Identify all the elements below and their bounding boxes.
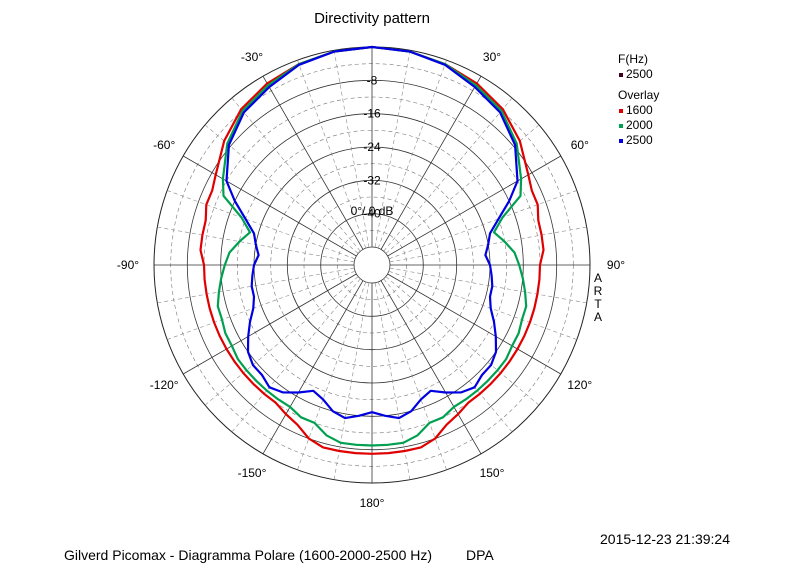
grid-spoke-major: [380, 75, 482, 250]
angle-label: 120°: [567, 378, 592, 392]
legend-overlay-header: Overlay: [618, 88, 660, 102]
angle-label: -120°: [150, 378, 179, 392]
radial-tick-label: -32: [363, 173, 381, 187]
legend-swatch-2500: [619, 138, 623, 143]
chart-title: Directivity pattern: [314, 10, 430, 27]
series-line-1600: [199, 45, 545, 455]
series-line-2500: [225, 45, 519, 420]
angle-label: 180°: [360, 496, 385, 510]
grid-spoke-major: [262, 75, 364, 250]
grid-spoke-minor: [374, 50, 411, 248]
footer-timestamp: 2015-12-23 21:39:24: [600, 531, 730, 547]
arta-letter: A: [593, 310, 602, 324]
angle-label: -60°: [153, 138, 175, 152]
legend-label-2000: 2000: [626, 118, 653, 132]
footer-brand: DPA: [466, 547, 494, 563]
radial-unit-label: 0°/ 0 dB: [351, 204, 394, 218]
grid-spoke-major: [387, 273, 561, 375]
grid-spoke-minor: [166, 190, 356, 260]
legend-entry: 2000: [618, 118, 659, 133]
arta-letter: T: [594, 297, 602, 311]
grid-spoke-minor: [388, 270, 578, 340]
grid-spoke-minor: [383, 278, 513, 433]
legend-swatch-1600: [619, 108, 623, 113]
grid-spoke-minor: [388, 190, 578, 260]
angle-label: 60°: [571, 138, 589, 152]
grid-spoke-minor: [333, 50, 370, 248]
polar-grid: [153, 46, 591, 484]
radial-tick-label: -8: [367, 73, 378, 87]
legend-freq-value: 2500: [626, 67, 653, 81]
legend-entry: 1600: [618, 103, 659, 118]
legend-label-2500: 2500: [626, 133, 653, 147]
grid-spoke-major: [387, 155, 561, 257]
series-line-2000: [216, 45, 528, 447]
grid-spoke-minor: [297, 59, 367, 249]
axis-labels: 0°/ 0 dB -8 -16 -24 -32 -40 30° 60° 90° 120° 150° 1…: [117, 50, 625, 510]
radial-tick-label: -16: [363, 107, 381, 121]
arta-side-label: A R T A: [593, 272, 603, 324]
grid-spoke-minor: [157, 267, 355, 304]
radial-tick-label: -40: [363, 207, 381, 221]
grid-spoke-minor: [204, 124, 359, 254]
legend-freq-swatch: [619, 72, 623, 77]
angle-label: 150°: [480, 466, 505, 480]
arta-letter: R: [593, 284, 603, 298]
legend-swatch-2000: [619, 123, 623, 128]
grid-spoke-minor: [377, 281, 447, 471]
grid-spoke-minor: [333, 282, 370, 480]
angle-label: 30°: [483, 50, 501, 64]
angle-label: 90°: [607, 258, 625, 272]
series-layer: [199, 45, 545, 455]
grid-spoke-major: [262, 280, 364, 454]
legend-freq-header: F(Hz): [618, 52, 648, 66]
grid-spoke-major: [182, 155, 357, 257]
grid-circle-inner: [353, 246, 391, 284]
grid-spoke-minor: [374, 282, 411, 480]
grid-spoke-minor: [231, 97, 361, 252]
legend-label-1600: 1600: [626, 103, 653, 117]
grid-spoke-minor: [166, 270, 356, 340]
grid-spoke-minor: [377, 59, 447, 249]
arta-letter: A: [593, 271, 602, 285]
legend-freq-row: 2500: [618, 67, 659, 82]
grid-spoke-minor: [385, 124, 540, 254]
angle-label: -90°: [117, 258, 139, 272]
grid-spoke-minor: [297, 281, 367, 471]
grid-spoke-minor: [389, 267, 587, 304]
radial-tick-label: -24: [363, 140, 381, 154]
grid-spoke-minor: [385, 276, 540, 406]
footer-description: Gilverd Picomax - Diagramma Polare (1600…: [64, 547, 433, 563]
grid-spoke-minor: [383, 97, 513, 252]
grid-spoke-minor: [231, 278, 361, 433]
grid-spoke-major: [380, 280, 482, 454]
grid-spoke-minor: [204, 276, 359, 406]
angle-label: -30°: [241, 50, 263, 64]
angle-label: -150°: [238, 466, 267, 480]
legend: F(Hz) 2500 Overlay 1600 2000 2500: [618, 52, 659, 148]
grid-spoke-major: [182, 273, 357, 375]
legend-entry: 2500: [618, 133, 659, 148]
